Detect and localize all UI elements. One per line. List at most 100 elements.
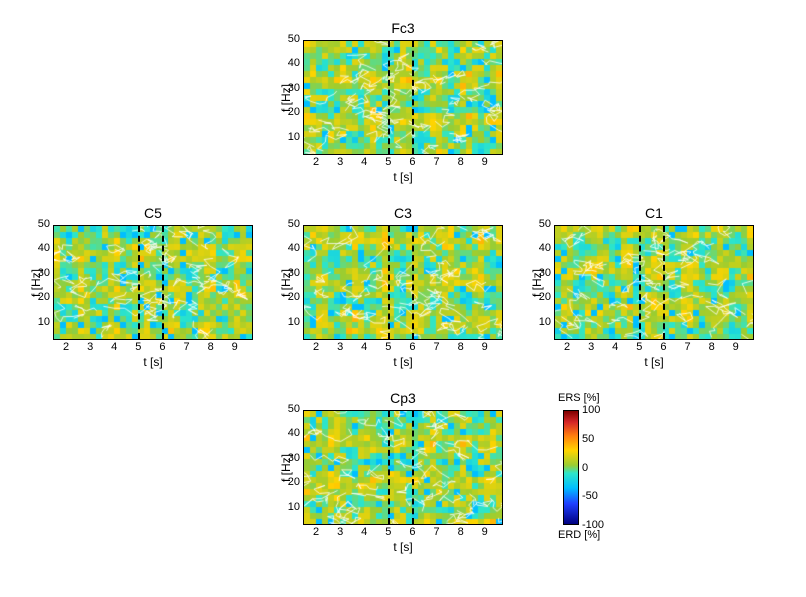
xtick-label: 8	[458, 341, 464, 353]
spectrogram-panel-c5: C5234567891020304050f [Hz]t [s]	[53, 225, 253, 340]
plot-area: 234567891020304050f [Hz]t [s]	[53, 225, 253, 340]
colorbar: ERS [%]ERD [%]-100-50050100	[563, 410, 579, 525]
event-marker-line	[162, 226, 164, 339]
ytick-label: 50	[288, 218, 300, 230]
ylabel: f [Hz]	[530, 268, 544, 296]
plot-area: 234567891020304050f [Hz]t [s]	[303, 225, 503, 340]
spectrogram-canvas	[54, 226, 252, 339]
plot-area: 234567891020304050f [Hz]t [s]	[303, 40, 503, 155]
event-marker-line	[388, 411, 390, 524]
xtick-label: 5	[385, 156, 391, 168]
xtick-label: 6	[409, 156, 415, 168]
ylabel: f [Hz]	[279, 268, 293, 296]
spectrogram-canvas	[304, 411, 502, 524]
xtick-label: 8	[458, 156, 464, 168]
ytick-label: 40	[539, 242, 551, 254]
xtick-label: 5	[385, 526, 391, 538]
xlabel: t [s]	[304, 170, 502, 184]
ytick-label: 40	[38, 242, 50, 254]
panel-title: C3	[303, 205, 503, 221]
xlabel: t [s]	[304, 355, 502, 369]
xlabel: t [s]	[54, 355, 252, 369]
spectrogram-canvas	[304, 41, 502, 154]
xtick-label: 3	[337, 156, 343, 168]
xtick-label: 3	[588, 341, 594, 353]
ytick-label: 40	[288, 242, 300, 254]
xtick-label: 4	[361, 341, 367, 353]
xtick-label: 4	[361, 156, 367, 168]
plot-area: 234567891020304050f [Hz]t [s]	[554, 225, 754, 340]
xtick-label: 5	[636, 341, 642, 353]
event-marker-line	[412, 226, 414, 339]
xtick-label: 2	[313, 341, 319, 353]
ytick-label: 40	[288, 427, 300, 439]
colorbar-tick-label: 100	[582, 404, 600, 416]
event-marker-line	[412, 411, 414, 524]
xtick-label: 4	[361, 526, 367, 538]
event-marker-line	[639, 226, 641, 339]
ytick-label: 50	[539, 218, 551, 230]
ytick-label: 10	[288, 316, 300, 328]
panel-title: C5	[53, 205, 253, 221]
ylabel: f [Hz]	[279, 83, 293, 111]
xtick-label: 6	[409, 341, 415, 353]
xtick-label: 9	[733, 341, 739, 353]
ytick-label: 40	[288, 57, 300, 69]
spectrogram-panel-cp3: Cp3234567891020304050f [Hz]t [s]	[303, 410, 503, 525]
xtick-label: 6	[660, 341, 666, 353]
xtick-label: 7	[684, 341, 690, 353]
event-marker-line	[388, 226, 390, 339]
colorbar-tick-label: -50	[582, 490, 598, 502]
ytick-label: 50	[288, 33, 300, 45]
panel-title: Cp3	[303, 390, 503, 406]
xtick-label: 5	[135, 341, 141, 353]
xtick-label: 9	[482, 156, 488, 168]
xtick-label: 6	[409, 526, 415, 538]
spectrogram-canvas	[304, 226, 502, 339]
ytick-label: 10	[539, 316, 551, 328]
xtick-label: 5	[385, 341, 391, 353]
event-marker-line	[388, 41, 390, 154]
ylabel: f [Hz]	[279, 453, 293, 481]
xtick-label: 8	[208, 341, 214, 353]
xlabel: t [s]	[304, 540, 502, 554]
ylabel: f [Hz]	[29, 268, 43, 296]
xtick-label: 4	[111, 341, 117, 353]
xtick-label: 2	[564, 341, 570, 353]
spectrogram-panel-c3: C3234567891020304050f [Hz]t [s]	[303, 225, 503, 340]
xtick-label: 3	[87, 341, 93, 353]
plot-area: 234567891020304050f [Hz]t [s]	[303, 410, 503, 525]
panel-title: C1	[554, 205, 754, 221]
ytick-label: 10	[288, 501, 300, 513]
xtick-label: 3	[337, 341, 343, 353]
xtick-label: 2	[313, 156, 319, 168]
xtick-label: 7	[433, 156, 439, 168]
spectrogram-panel-fc3: Fc3234567891020304050f [Hz]t [s]	[303, 40, 503, 155]
ytick-label: 50	[288, 403, 300, 415]
xtick-label: 7	[433, 341, 439, 353]
event-marker-line	[663, 226, 665, 339]
colorbar-tick-label: 50	[582, 433, 594, 445]
event-marker-line	[412, 41, 414, 154]
colorbar-tick-label: 0	[582, 462, 588, 474]
xlabel: t [s]	[555, 355, 753, 369]
spectrogram-canvas	[555, 226, 753, 339]
colorbar-tick-label: -100	[582, 519, 604, 531]
ytick-label: 50	[38, 218, 50, 230]
ytick-label: 10	[288, 131, 300, 143]
xtick-label: 2	[313, 526, 319, 538]
event-marker-line	[138, 226, 140, 339]
xtick-label: 7	[183, 341, 189, 353]
xtick-label: 9	[482, 341, 488, 353]
ytick-label: 10	[38, 316, 50, 328]
xtick-label: 2	[63, 341, 69, 353]
xtick-label: 4	[612, 341, 618, 353]
colorbar-top-label: ERS [%]	[558, 392, 600, 404]
xtick-label: 8	[709, 341, 715, 353]
xtick-label: 3	[337, 526, 343, 538]
xtick-label: 9	[232, 341, 238, 353]
spectrogram-panel-c1: C1234567891020304050f [Hz]t [s]	[554, 225, 754, 340]
panel-title: Fc3	[303, 20, 503, 36]
colorbar-gradient	[563, 410, 579, 525]
xtick-label: 7	[433, 526, 439, 538]
